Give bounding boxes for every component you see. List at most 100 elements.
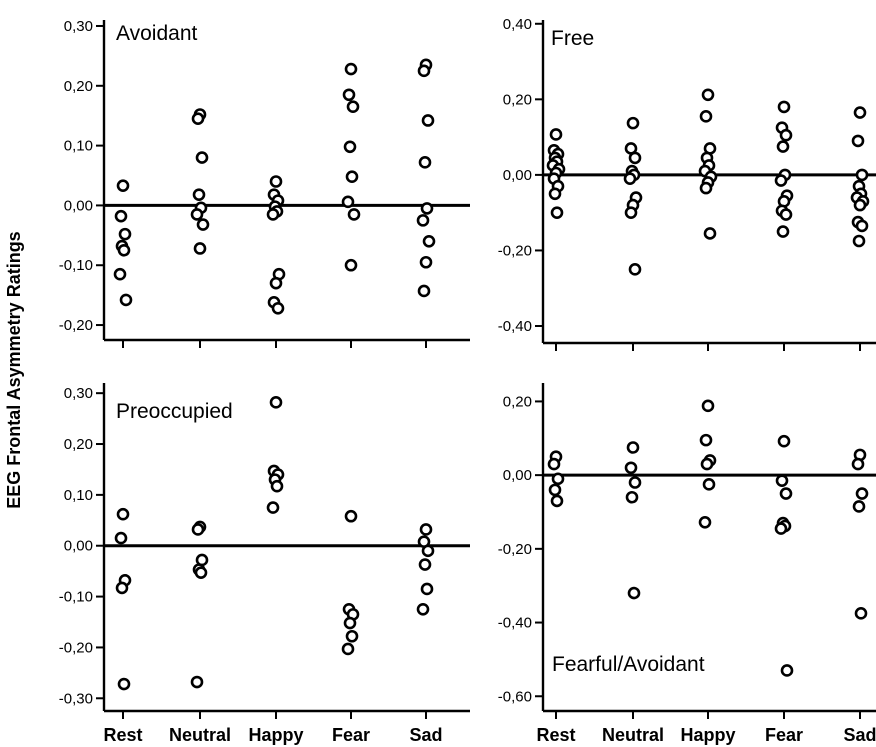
data-point (347, 208, 361, 221)
data-point (548, 187, 562, 201)
data-point (345, 170, 359, 184)
data-point (266, 208, 280, 221)
panel-avoidant: 0,30 0,20 0,10 0,00 -0,10 -0,20 Avoidant (59, 18, 470, 348)
data-point (270, 479, 284, 493)
data-point (779, 208, 793, 221)
x-category-label: Happy (680, 725, 735, 745)
data-point (700, 457, 714, 471)
y-tick-label: 0,10 (64, 487, 93, 504)
y-tick-label: -0,20 (59, 639, 93, 656)
data-point (118, 227, 132, 241)
data-point (628, 476, 642, 489)
data-point (417, 284, 431, 298)
y-tick-label: -0,30 (59, 690, 93, 707)
data-point (342, 88, 356, 102)
data-point (551, 472, 565, 486)
data-point (195, 151, 209, 164)
data-point (853, 106, 867, 119)
data-point (626, 116, 640, 130)
data-point (851, 134, 865, 148)
y-tick-label: -0,10 (59, 257, 93, 274)
y-tick-label: -0,40 (498, 318, 532, 335)
data-point (117, 677, 131, 691)
data-point (852, 234, 866, 248)
x-category-label: Fear (765, 725, 803, 745)
data-point (416, 602, 430, 616)
data-point (421, 544, 435, 558)
data-point (192, 188, 206, 201)
y-tick-label: 0,00 (503, 167, 532, 184)
y-tick-label: 0,00 (64, 197, 93, 214)
panel-fearful-avoidant: 0,20 0,00 -0,20 -0,40 -0,60 Rest Neutral Happy F… (498, 383, 876, 745)
data-point (422, 235, 436, 248)
data-point (116, 179, 130, 192)
data-point (191, 523, 205, 536)
data-point (269, 276, 283, 290)
x-category-label: Fear (332, 725, 370, 745)
y-tick-label: 0,10 (64, 138, 93, 155)
data-point (420, 582, 434, 596)
data-point (774, 522, 788, 535)
data-point (116, 507, 130, 521)
y-tick-label: -0,60 (498, 688, 532, 705)
y-tick-label: 0,20 (503, 91, 532, 108)
data-point (418, 156, 432, 169)
data-point (191, 112, 205, 125)
data-point (194, 566, 208, 579)
data-point (628, 151, 642, 165)
data-point (548, 483, 562, 497)
y-axis-title: EEG Frontal Asymmetry Ratings (4, 231, 24, 508)
data-point (343, 616, 357, 630)
data-point (344, 509, 358, 523)
x-category-label: Happy (248, 725, 303, 745)
y-tick-label: -0,20 (498, 242, 532, 259)
data-point (777, 434, 791, 448)
panel-preoccupied: 0,30 0,20 0,10 0,00 -0,10 -0,20 -0,30 Rest Neutr… (59, 383, 470, 745)
data-point (855, 219, 869, 233)
data-point (701, 88, 715, 102)
data-point (550, 206, 564, 219)
data-point (852, 500, 866, 513)
data-point (779, 128, 793, 142)
x-category-label: Rest (103, 725, 142, 745)
data-point (269, 175, 283, 188)
y-tick-label: 0,30 (64, 18, 93, 35)
data-point (420, 202, 434, 215)
data-point (271, 301, 285, 315)
data-point (853, 198, 867, 212)
data-point (855, 487, 869, 500)
data-point (624, 206, 638, 219)
data-point (418, 558, 432, 571)
data-point (775, 474, 789, 487)
y-tick-label: 0,20 (64, 78, 93, 95)
panel-title: Preoccupied (116, 400, 233, 423)
y-tick-label: 0,40 (503, 16, 532, 33)
data-point (854, 607, 868, 620)
y-tick-label: -0,10 (59, 589, 93, 606)
data-point (341, 195, 355, 209)
data-point (549, 128, 563, 141)
data-point (419, 255, 433, 269)
data-point (344, 258, 358, 272)
data-point (117, 243, 131, 257)
data-point (626, 441, 640, 454)
data-point (344, 62, 358, 76)
data-point (190, 675, 204, 689)
x-category-label: Neutral (169, 725, 231, 745)
data-point (193, 242, 207, 255)
data-point (266, 501, 280, 514)
data-point (699, 110, 713, 123)
data-point (269, 396, 283, 409)
y-tick-label: 0,30 (64, 385, 93, 402)
x-category-label: Sad (409, 725, 442, 745)
data-point (624, 461, 638, 475)
panel-title: Free (551, 27, 594, 50)
data-point (851, 457, 865, 471)
data-point (703, 227, 717, 240)
y-tick-label: 0,00 (503, 467, 532, 484)
data-point (628, 263, 642, 276)
data-point (699, 433, 713, 447)
data-point (623, 172, 637, 185)
data-point (701, 399, 715, 413)
